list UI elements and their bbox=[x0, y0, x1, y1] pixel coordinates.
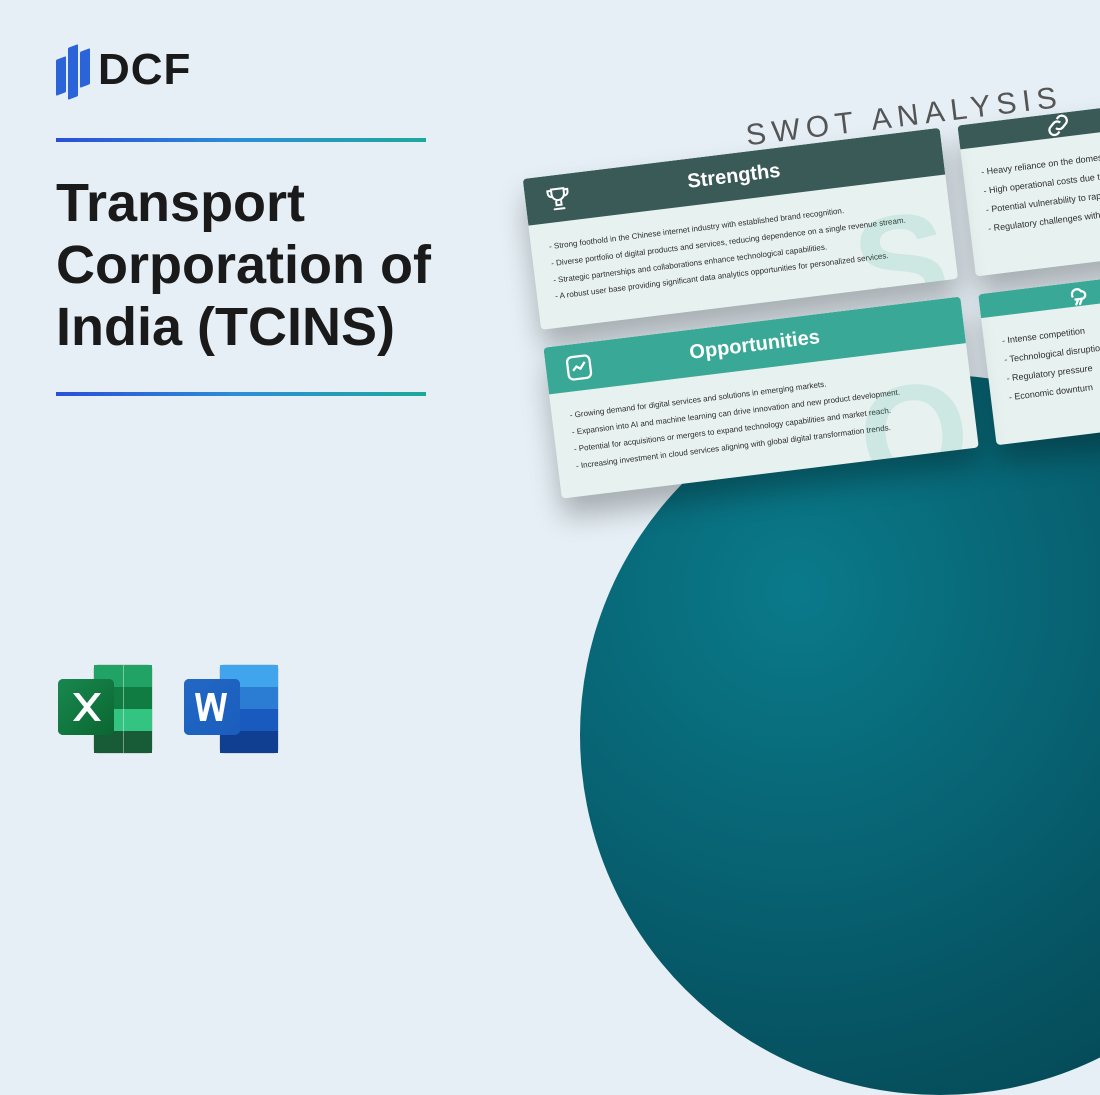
swot-cards: Strengths - Strong foothold in the Chine… bbox=[523, 103, 1100, 499]
logo-text: DCF bbox=[98, 45, 191, 95]
page-title: Transport Corporation of India (TCINS) bbox=[56, 172, 516, 358]
divider-bottom bbox=[56, 392, 426, 396]
opportunities-title: Opportunities bbox=[688, 326, 821, 365]
trophy-icon bbox=[542, 182, 575, 215]
weaknesses-card: - Heavy reliance on the domestic - High … bbox=[957, 101, 1100, 276]
page-container: DCF Transport Corporation of India (TCIN… bbox=[0, 0, 1100, 805]
threats-card: - Intense competition - Technological di… bbox=[978, 270, 1100, 445]
chart-up-icon bbox=[562, 350, 595, 383]
file-icons-row bbox=[56, 661, 282, 757]
storm-icon bbox=[1062, 278, 1095, 311]
divider-top bbox=[56, 138, 426, 142]
word-icon bbox=[182, 661, 282, 757]
logo: DCF bbox=[56, 42, 1100, 98]
strengths-card: Strengths - Strong foothold in the Chine… bbox=[523, 128, 958, 330]
excel-icon bbox=[56, 661, 156, 757]
logo-bars-icon bbox=[56, 42, 90, 98]
strengths-title: Strengths bbox=[686, 160, 781, 194]
